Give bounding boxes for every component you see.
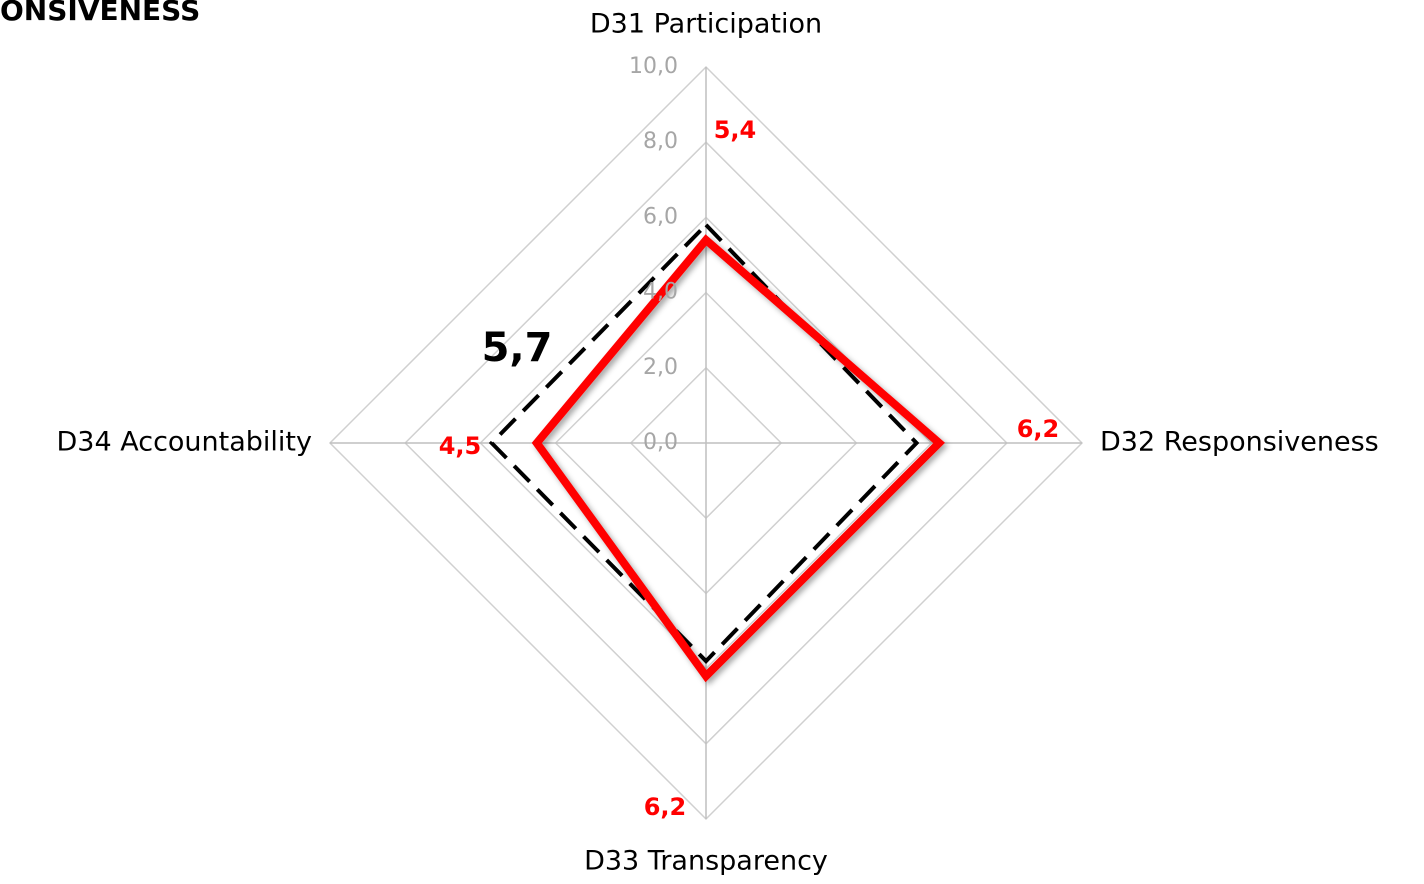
r-tick-label: 2,0 — [643, 355, 678, 380]
series-layer — [488, 222, 945, 683]
r-tick-label: 6,0 — [643, 204, 678, 229]
r-tick-label: 10,0 — [629, 54, 678, 79]
value-label: 4,5 — [439, 432, 482, 460]
value-label: 6,2 — [1017, 415, 1060, 443]
r-tick-label: 0,0 — [643, 430, 678, 455]
r-tick-label: 4,0 — [643, 280, 678, 305]
label-layer: 0,0 2,0 4,0 6,0 8,0 10,0 D31 Participation D32 … — [57, 9, 1379, 877]
series-line — [531, 234, 945, 683]
chart-title: ONSIVENESS — [0, 0, 200, 27]
category-label: D32 Responsiveness — [1100, 427, 1379, 458]
category-label: D34 Accountability — [57, 427, 313, 458]
category-label: D33 Transparency — [584, 846, 828, 877]
series-line — [488, 222, 920, 664]
annotation: 5,7 — [482, 325, 553, 371]
r-tick-label: 8,0 — [643, 129, 678, 154]
value-label: 6,2 — [644, 793, 687, 821]
value-label: 5,4 — [714, 116, 757, 144]
category-label: D31 Participation — [590, 9, 822, 40]
